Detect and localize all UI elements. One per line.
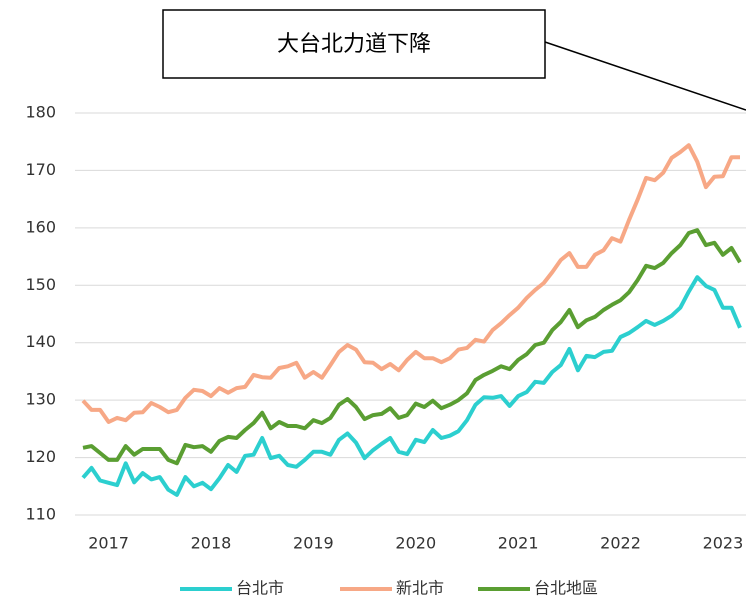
y-tick-label: 180: [25, 103, 56, 122]
y-tick-label: 170: [25, 160, 56, 179]
y-tick-label: 150: [25, 275, 56, 294]
line-series: [81, 275, 742, 497]
x-tick-label: 2021: [498, 534, 539, 553]
y-tick-label: 140: [25, 332, 56, 351]
title-box: [162, 9, 546, 79]
x-tick-label: 2019: [293, 534, 334, 553]
y-tick-label: 130: [25, 390, 56, 409]
x-tick-label: 2017: [88, 534, 129, 553]
y-tick-label: 120: [25, 447, 56, 466]
line-series: [82, 228, 742, 466]
x-tick-label: 2023: [703, 534, 744, 553]
callout-line: [544, 41, 746, 111]
y-tick-label: 110: [25, 505, 56, 524]
line-series: [81, 143, 740, 424]
legend-label: 台北市: [236, 579, 284, 598]
x-tick-label: 2022: [600, 534, 641, 553]
x-tick-label: 2018: [191, 534, 232, 553]
legend-label: 台北地區: [534, 579, 598, 598]
chart-title: 大台北力道下降: [277, 32, 431, 57]
x-tick-label: 2020: [395, 534, 436, 553]
y-tick-label: 160: [25, 217, 56, 236]
legend-label: 新北市: [396, 579, 444, 598]
